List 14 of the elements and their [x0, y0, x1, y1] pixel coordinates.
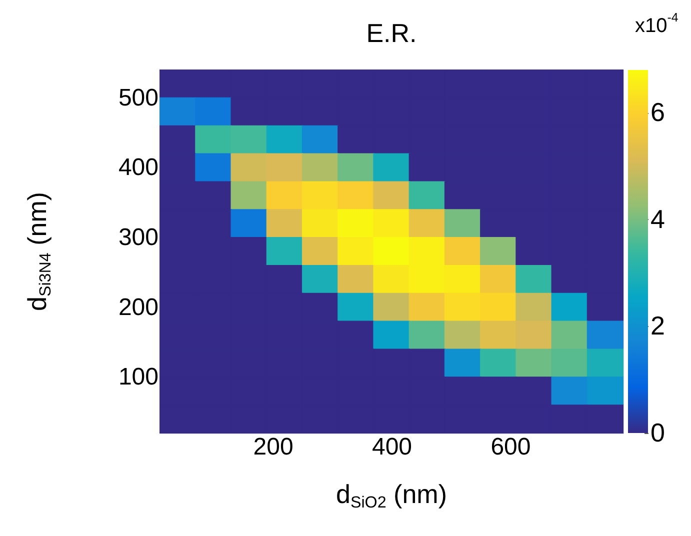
- color-bar-label: 6: [650, 97, 665, 128]
- y-tick-label: 500: [118, 84, 158, 112]
- color-bar-label: 2: [650, 310, 665, 341]
- y-tick-label: 400: [118, 154, 158, 182]
- color-bar-label: 0: [650, 418, 665, 448]
- x-tick-label: 400: [372, 434, 412, 460]
- y-tick-label: 100: [118, 364, 158, 391]
- y-axis-title: dSi3N4 (nm): [22, 192, 54, 312]
- chart-title: E.R.: [366, 18, 417, 48]
- x-tick-label: 600: [490, 434, 531, 460]
- y-tick-label: 200: [118, 294, 158, 321]
- y-tick-label: 300: [118, 224, 158, 252]
- color-bar-label: 4: [650, 204, 665, 234]
- x-tick-label: 200: [253, 434, 294, 460]
